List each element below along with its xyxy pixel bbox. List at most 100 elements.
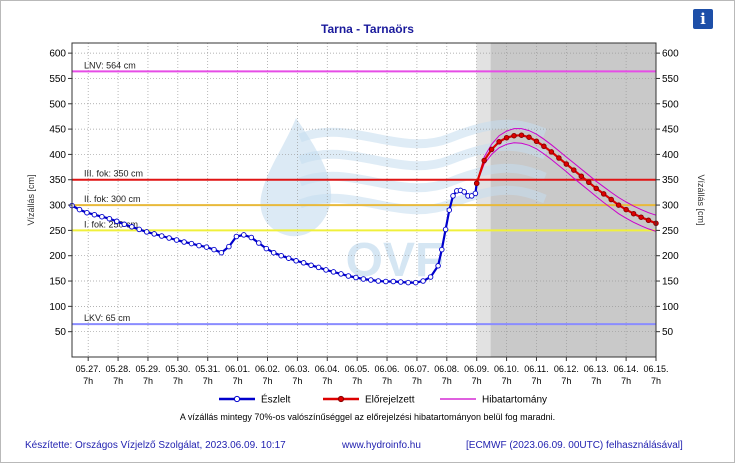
forecast-point bbox=[481, 157, 487, 164]
x-tick-label-date: 06.07. bbox=[404, 364, 429, 374]
x-tick-label-date: 06.08. bbox=[434, 364, 459, 374]
x-tick-label-date: 06.03. bbox=[285, 364, 310, 374]
observed-point bbox=[143, 229, 150, 235]
forecast-point bbox=[473, 180, 480, 187]
observed-point bbox=[353, 274, 359, 281]
forecast-point bbox=[638, 214, 644, 220]
legend-marker bbox=[337, 395, 345, 403]
observed-point bbox=[99, 213, 105, 220]
observed-point bbox=[76, 206, 83, 213]
observed-point bbox=[248, 234, 255, 241]
observed-point bbox=[468, 193, 475, 199]
observed-point bbox=[136, 226, 142, 233]
y-tick-label-right: 450 bbox=[662, 125, 679, 136]
watermark-wave bbox=[298, 119, 547, 149]
x-tick-label-hour: 7h bbox=[591, 376, 601, 386]
footer-author: Készítette: Országos Vízjelző Szolgálat,… bbox=[25, 440, 286, 451]
observed-point bbox=[330, 269, 337, 275]
y-tick-label-left: 150 bbox=[49, 277, 66, 288]
observed-point bbox=[442, 226, 449, 233]
x-tick-label-hour: 7h bbox=[352, 376, 362, 386]
reference-line-label: LKV: 65 cm bbox=[84, 313, 130, 323]
y-tick-label-right: 500 bbox=[662, 99, 679, 110]
observed-point bbox=[181, 239, 187, 245]
error-band-lower bbox=[476, 142, 657, 232]
forecast-point bbox=[578, 173, 585, 179]
x-tick-label-date: 05.30. bbox=[165, 364, 190, 374]
observed-point bbox=[121, 221, 128, 228]
y-tick-label-left: 450 bbox=[49, 125, 66, 136]
observed-point bbox=[450, 193, 456, 199]
x-tick-label-hour: 7h bbox=[531, 376, 541, 386]
x-tick-label-hour: 7h bbox=[412, 376, 422, 386]
x-tick-label-date: 05.31. bbox=[195, 364, 220, 374]
observed-point bbox=[203, 244, 210, 250]
x-tick-label-hour: 7h bbox=[442, 376, 452, 386]
y-tick-label-left: 100 bbox=[49, 302, 66, 313]
x-tick-label-hour: 7h bbox=[292, 376, 302, 386]
x-tick-label-hour: 7h bbox=[561, 376, 571, 386]
observed-point bbox=[345, 273, 352, 279]
x-tick-label-date: 06.12. bbox=[554, 364, 579, 374]
x-tick-label-hour: 7h bbox=[233, 376, 243, 386]
forecast-point bbox=[496, 139, 502, 145]
y-tick-label-left: 400 bbox=[49, 150, 66, 161]
x-tick-label-hour: 7h bbox=[322, 376, 332, 386]
y-axis-label-left: Vízállás [cm] bbox=[26, 174, 36, 225]
observed-point bbox=[390, 278, 397, 285]
probability-note: A vízállás mintegy 70%-os valószínűségge… bbox=[179, 412, 556, 422]
x-tick-label-hour: 7h bbox=[143, 376, 153, 386]
y-tick-label-left: 550 bbox=[49, 74, 66, 85]
forecast-point bbox=[645, 217, 652, 224]
x-tick-label-hour: 7h bbox=[651, 376, 661, 386]
forecast-region-edge bbox=[476, 43, 491, 357]
x-tick-label-date: 06.15. bbox=[643, 364, 668, 374]
forecast-point bbox=[608, 196, 614, 203]
x-tick-label-date: 06.11. bbox=[524, 364, 548, 374]
y-tick-label-right: 600 bbox=[662, 49, 679, 60]
forecast-point bbox=[526, 134, 532, 140]
x-tick-label-date: 05.29. bbox=[135, 364, 160, 374]
legend-label: Hibatartomány bbox=[482, 395, 547, 406]
observed-point bbox=[84, 209, 90, 216]
y-tick-label-right: 400 bbox=[662, 150, 679, 161]
forecast-point bbox=[511, 132, 517, 139]
observed-point bbox=[300, 260, 307, 266]
x-tick-label-date: 06.06. bbox=[375, 364, 400, 374]
observed-point bbox=[439, 246, 445, 253]
y-tick-label-right: 250 bbox=[662, 226, 679, 237]
observed-point bbox=[446, 207, 453, 213]
y-axis-label-right: Vízállás [cm] bbox=[696, 174, 706, 225]
observed-point bbox=[420, 278, 426, 284]
footer-website-link[interactable]: www.hydroinfo.hu bbox=[342, 440, 421, 451]
observed-point bbox=[158, 233, 165, 239]
x-tick-label-date: 05.28. bbox=[106, 364, 131, 374]
forecast-point bbox=[615, 202, 622, 208]
x-tick-label-date: 06.05. bbox=[345, 364, 370, 374]
observed-point bbox=[151, 231, 157, 237]
x-tick-label-date: 06.01. bbox=[225, 364, 250, 374]
forecast-point bbox=[548, 149, 555, 155]
observed-point bbox=[278, 252, 284, 259]
reference-line-label: III. fok: 350 cm bbox=[84, 169, 143, 179]
y-tick-label-left: 600 bbox=[49, 49, 66, 60]
observed-point bbox=[114, 218, 120, 225]
observed-point bbox=[270, 249, 277, 256]
legend: Észlelt Előrejelzett Hibatartomány bbox=[219, 393, 547, 406]
forecast-point bbox=[630, 210, 637, 217]
observed-point bbox=[285, 255, 292, 261]
observed-point bbox=[256, 240, 262, 246]
observed-point bbox=[166, 235, 172, 241]
y-tick-label-right: 150 bbox=[662, 277, 679, 288]
forecast-point bbox=[563, 161, 570, 167]
observed-point bbox=[472, 190, 479, 197]
watermark-drop bbox=[260, 118, 332, 237]
reference-line-label: II. fok: 300 cm bbox=[84, 194, 141, 204]
info-button[interactable]: i bbox=[693, 9, 713, 29]
forecast-point bbox=[533, 138, 540, 145]
observed-point bbox=[173, 237, 180, 243]
x-tick-label-hour: 7h bbox=[83, 376, 93, 386]
forecast-point bbox=[571, 167, 577, 173]
error-band-upper bbox=[476, 128, 657, 216]
